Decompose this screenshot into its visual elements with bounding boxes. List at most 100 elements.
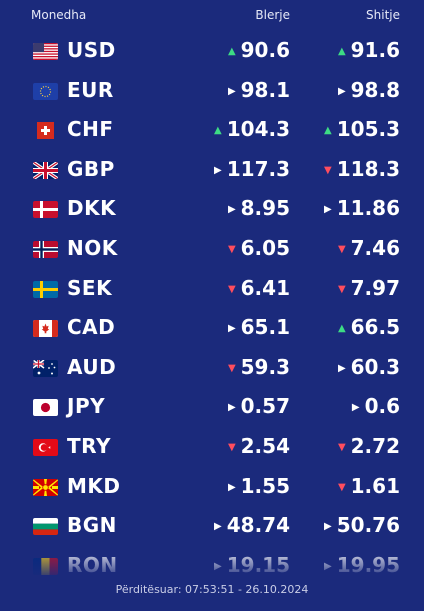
sell-rate-value: 1.61 bbox=[350, 473, 400, 498]
trend-down-icon: ▼ bbox=[227, 243, 236, 255]
rate-row-cad: CAD ▶ 65.1 ▲ 66.5 bbox=[0, 308, 424, 348]
sell-rate-value: 66.5 bbox=[350, 315, 400, 340]
currency-code: NOK bbox=[67, 235, 118, 260]
trend-down-icon: ▼ bbox=[227, 362, 236, 374]
buy-rate-value: 6.41 bbox=[240, 275, 290, 300]
sell-rate: ▶ 0.6 bbox=[352, 394, 400, 418]
trend-flat-icon: ▶ bbox=[227, 402, 236, 414]
sell-rate-value: 50.76 bbox=[336, 513, 400, 538]
sell-rate: ▼ 7.97 bbox=[338, 276, 400, 300]
trend-flat-icon: ▶ bbox=[337, 362, 346, 374]
trend-up-icon: ▲ bbox=[227, 46, 236, 57]
sell-rate-value: 91.6 bbox=[350, 38, 400, 62]
buy-rate-value: 59.3 bbox=[240, 354, 290, 379]
table-header: Monedha Blerje Shitje bbox=[0, 0, 424, 30]
gb-flag-icon bbox=[33, 161, 58, 179]
trend-flat-icon: ▶ bbox=[227, 481, 236, 493]
rate-row-dkk: DKK ▶ 8.95 ▶ 11.86 bbox=[0, 189, 424, 229]
buy-rate-value: 8.95 bbox=[240, 196, 290, 221]
rate-row-jpy: JPY ▶ 0.57 ▶ 0.6 bbox=[0, 387, 424, 427]
trend-down-icon: ▼ bbox=[227, 283, 236, 295]
ch-flag-icon bbox=[33, 122, 58, 140]
buy-rate-value: 6.05 bbox=[240, 235, 290, 260]
eu-flag-icon bbox=[33, 82, 58, 100]
currency-code: BGN bbox=[67, 513, 117, 538]
sell-rate: ▶ 98.8 bbox=[338, 78, 400, 102]
trend-up-icon: ▲ bbox=[337, 323, 346, 335]
buy-rate-value: 2.54 bbox=[240, 433, 290, 458]
currency-code: EUR bbox=[67, 77, 114, 102]
buy-rate: ▶ 1.55 bbox=[228, 474, 290, 498]
rate-row-aud: AUD ▼ 59.3 ▶ 60.3 bbox=[0, 348, 424, 388]
trend-flat-icon: ▶ bbox=[214, 164, 222, 176]
buy-rate: ▼ 6.41 bbox=[228, 276, 290, 300]
sell-rate: ▼ 1.61 bbox=[338, 474, 400, 498]
trend-up-icon: ▲ bbox=[214, 125, 222, 137]
rate-row-gbp: GBP ▶ 117.3 ▼ 118.3 bbox=[0, 150, 424, 190]
buy-rate-value: 98.1 bbox=[240, 77, 290, 102]
sell-rate-value: 7.46 bbox=[350, 235, 400, 260]
trend-flat-icon: ▶ bbox=[351, 402, 360, 414]
rate-row-chf: CHF ▲ 104.3 ▲ 105.3 bbox=[0, 110, 424, 150]
currency-code: TRY bbox=[67, 433, 111, 458]
buy-rate-value: 48.74 bbox=[226, 513, 290, 538]
rates-list: USD ▲ 90.6 ▲ 91.6 EUR ▶ 98.1 ▶ 98.8 CHF ▲ 104.3 ▲ 105.… bbox=[0, 31, 424, 585]
rate-row-bgn: BGN ▶ 48.74 ▶ 50.76 bbox=[0, 506, 424, 546]
bg-flag-icon bbox=[33, 518, 58, 536]
sell-rate: ▲ 105.3 bbox=[324, 117, 400, 141]
trend-down-icon: ▼ bbox=[337, 481, 346, 493]
dk-flag-icon bbox=[33, 201, 58, 219]
sell-rate-value: 98.8 bbox=[350, 77, 400, 102]
header-sell: Shitje bbox=[366, 8, 400, 22]
se-flag-icon bbox=[33, 280, 58, 298]
last-updated: Përditësuar: 07:53:51 - 26.10.2024 bbox=[115, 583, 309, 596]
us-flag-icon bbox=[33, 43, 58, 60]
buy-rate-value: 117.3 bbox=[226, 156, 290, 181]
sell-rate-value: 60.3 bbox=[350, 354, 400, 379]
trend-down-icon: ▼ bbox=[337, 283, 346, 295]
currency-code: GBP bbox=[67, 156, 115, 181]
buy-rate: ▶ 65.1 bbox=[228, 315, 290, 339]
currency-code: JPY bbox=[67, 394, 106, 419]
currency-code: CHF bbox=[67, 117, 114, 142]
trend-down-icon: ▼ bbox=[337, 441, 346, 453]
header-buy: Blerje bbox=[255, 8, 290, 22]
rate-row-eur: EUR ▶ 98.1 ▶ 98.8 bbox=[0, 71, 424, 111]
header-currency: Monedha bbox=[31, 8, 87, 22]
sell-rate-value: 11.86 bbox=[336, 196, 400, 221]
trend-flat-icon: ▶ bbox=[324, 521, 332, 533]
buy-rate: ▶ 8.95 bbox=[228, 196, 290, 220]
rate-row-nok: NOK ▼ 6.05 ▼ 7.46 bbox=[0, 229, 424, 269]
au-flag-icon bbox=[33, 359, 58, 377]
buy-rate-value: 1.55 bbox=[240, 473, 290, 498]
buy-rate: ▶ 98.1 bbox=[228, 78, 290, 102]
buy-rate: ▼ 59.3 bbox=[228, 355, 290, 379]
sell-rate: ▼ 7.46 bbox=[338, 236, 400, 260]
buy-rate: ▼ 2.54 bbox=[228, 434, 290, 458]
currency-code: USD bbox=[67, 38, 116, 62]
trend-up-icon: ▲ bbox=[337, 46, 346, 57]
currency-code: AUD bbox=[67, 354, 117, 379]
trend-flat-icon: ▶ bbox=[337, 85, 346, 97]
sell-rate: ▲ 66.5 bbox=[338, 315, 400, 339]
buy-rate-value: 65.1 bbox=[240, 315, 290, 340]
currency-code: DKK bbox=[67, 196, 117, 221]
sell-rate: ▼ 2.72 bbox=[338, 434, 400, 458]
sell-rate: ▶ 50.76 bbox=[324, 513, 400, 537]
rate-row-usd: USD ▲ 90.6 ▲ 91.6 bbox=[0, 31, 424, 71]
currency-code: SEK bbox=[67, 275, 113, 300]
trend-down-icon: ▼ bbox=[227, 441, 236, 453]
sell-rate-value: 7.97 bbox=[350, 275, 400, 300]
buy-rate: ▶ 117.3 bbox=[214, 157, 290, 181]
bottom-fade bbox=[0, 545, 424, 611]
trend-down-icon: ▼ bbox=[337, 243, 346, 255]
buy-rate: ▲ 104.3 bbox=[214, 117, 290, 141]
currency-code: MKD bbox=[67, 473, 121, 498]
sell-rate: ▼ 118.3 bbox=[324, 157, 400, 181]
buy-rate: ▶ 0.57 bbox=[228, 394, 290, 418]
sell-rate-value: 105.3 bbox=[336, 117, 400, 142]
buy-rate-value: 0.57 bbox=[240, 394, 290, 419]
sell-rate: ▶ 60.3 bbox=[338, 355, 400, 379]
trend-flat-icon: ▶ bbox=[227, 85, 236, 97]
